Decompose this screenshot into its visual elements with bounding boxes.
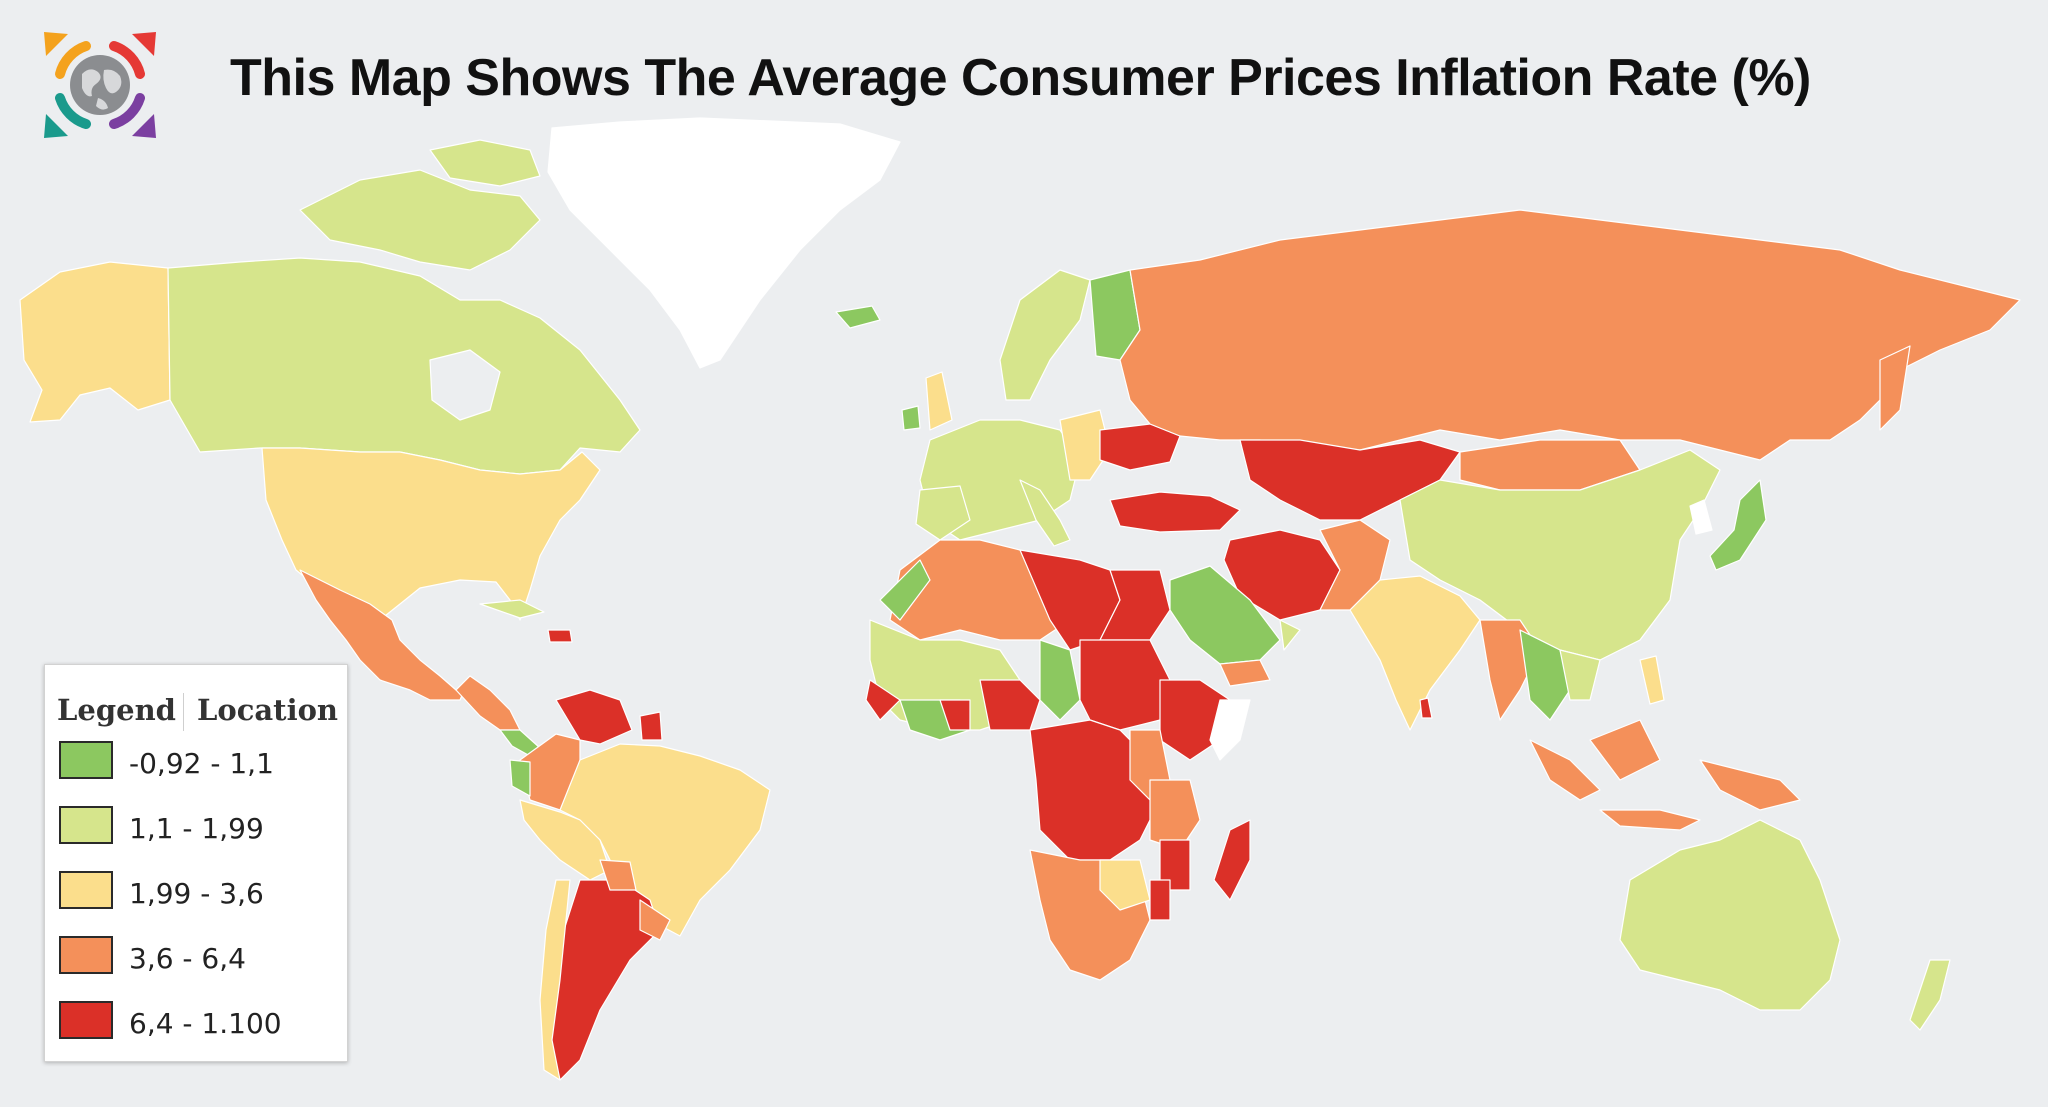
nigeria-region <box>979 679 1041 731</box>
legend-label: 6,4 - 1.100 <box>129 1007 282 1040</box>
legend-item: 1,99 - 3,6 <box>59 871 339 913</box>
legend-header-divider <box>183 693 184 731</box>
legend-label: 1,99 - 3,6 <box>129 877 264 910</box>
legend-tab-legend[interactable]: Legend <box>57 693 176 727</box>
legend-swatch <box>59 936 113 974</box>
map-legend: Legend Location -0,92 - 1,1 1,1 - 1,99 1… <box>44 664 348 1062</box>
indonesia-region <box>1529 739 1601 801</box>
legend-label: 3,6 - 6,4 <box>129 942 246 975</box>
russia-region <box>1119 209 2021 461</box>
india-region <box>1349 575 1481 731</box>
legend-swatch <box>59 1001 113 1039</box>
canada-region <box>167 257 641 475</box>
legend-swatch <box>59 741 113 779</box>
alaska-region <box>19 261 171 423</box>
globe-logo-icon <box>44 32 156 138</box>
legend-item: 3,6 - 6,4 <box>59 936 339 978</box>
venezuela-region <box>555 689 633 745</box>
legend-label: 1,1 - 1,99 <box>129 812 264 845</box>
legend-swatch <box>59 806 113 844</box>
legend-item: -0,92 - 1,1 <box>59 741 339 783</box>
scandinavia-region <box>999 269 1091 401</box>
legend-label: -0,92 - 1,1 <box>129 747 274 780</box>
legend-swatch <box>59 871 113 909</box>
madagascar-region <box>1213 819 1251 901</box>
greenland-region <box>547 117 901 369</box>
legend-item: 1,1 - 1,99 <box>59 806 339 848</box>
turkey-region <box>1109 491 1241 533</box>
arctic-islands-region <box>299 169 541 271</box>
australia-region <box>1619 819 1841 1011</box>
china-region <box>1399 449 1721 661</box>
map-title: This Map Shows The Average Consumer Pric… <box>230 49 1811 107</box>
central-africa-region <box>1029 719 1161 861</box>
sudan-region <box>1079 639 1171 731</box>
japan-region <box>1709 479 1767 571</box>
legend-tab-location[interactable]: Location <box>197 693 339 727</box>
legend-header: Legend Location <box>45 687 347 731</box>
legend-item: 6,4 - 1.100 <box>59 1001 339 1043</box>
